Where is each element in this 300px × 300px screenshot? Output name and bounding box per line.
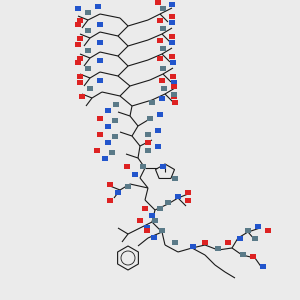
FancyBboxPatch shape (169, 2, 175, 7)
FancyBboxPatch shape (137, 218, 143, 223)
FancyBboxPatch shape (171, 92, 177, 97)
FancyBboxPatch shape (140, 164, 146, 169)
FancyBboxPatch shape (97, 116, 103, 121)
FancyBboxPatch shape (87, 85, 93, 91)
FancyBboxPatch shape (157, 38, 163, 43)
FancyBboxPatch shape (265, 227, 271, 232)
FancyBboxPatch shape (157, 56, 163, 61)
FancyBboxPatch shape (125, 184, 131, 188)
FancyBboxPatch shape (151, 235, 157, 239)
FancyBboxPatch shape (237, 236, 243, 241)
FancyBboxPatch shape (95, 4, 101, 8)
FancyBboxPatch shape (190, 244, 196, 248)
FancyBboxPatch shape (155, 128, 161, 133)
FancyBboxPatch shape (105, 107, 111, 112)
FancyBboxPatch shape (157, 206, 163, 211)
FancyBboxPatch shape (145, 148, 151, 152)
FancyBboxPatch shape (152, 218, 158, 223)
FancyBboxPatch shape (155, 143, 161, 148)
FancyBboxPatch shape (159, 227, 165, 232)
FancyBboxPatch shape (160, 46, 166, 50)
FancyBboxPatch shape (160, 26, 166, 31)
FancyBboxPatch shape (160, 164, 166, 169)
FancyBboxPatch shape (252, 236, 258, 241)
FancyBboxPatch shape (85, 10, 91, 14)
FancyBboxPatch shape (170, 59, 176, 64)
FancyBboxPatch shape (79, 94, 85, 98)
FancyBboxPatch shape (124, 164, 130, 169)
FancyBboxPatch shape (157, 112, 163, 116)
FancyBboxPatch shape (77, 80, 83, 85)
FancyBboxPatch shape (172, 176, 178, 181)
FancyBboxPatch shape (215, 245, 221, 250)
FancyBboxPatch shape (94, 148, 100, 152)
FancyBboxPatch shape (109, 149, 115, 154)
FancyBboxPatch shape (144, 224, 150, 230)
FancyBboxPatch shape (149, 100, 155, 104)
FancyBboxPatch shape (85, 28, 91, 32)
FancyBboxPatch shape (97, 131, 103, 136)
FancyBboxPatch shape (245, 227, 251, 232)
FancyBboxPatch shape (171, 83, 177, 88)
FancyBboxPatch shape (113, 101, 119, 106)
FancyBboxPatch shape (97, 58, 103, 62)
FancyBboxPatch shape (202, 239, 208, 244)
FancyBboxPatch shape (145, 131, 151, 136)
FancyBboxPatch shape (171, 80, 177, 85)
FancyBboxPatch shape (250, 254, 256, 259)
FancyBboxPatch shape (75, 22, 81, 26)
FancyBboxPatch shape (159, 95, 165, 101)
FancyBboxPatch shape (145, 140, 151, 145)
FancyBboxPatch shape (165, 200, 171, 205)
FancyBboxPatch shape (77, 56, 83, 61)
FancyBboxPatch shape (160, 5, 166, 10)
FancyBboxPatch shape (97, 77, 103, 83)
FancyBboxPatch shape (169, 40, 175, 44)
FancyBboxPatch shape (169, 53, 175, 58)
FancyBboxPatch shape (169, 34, 175, 38)
FancyBboxPatch shape (75, 5, 81, 10)
FancyBboxPatch shape (77, 74, 83, 79)
FancyBboxPatch shape (107, 197, 113, 202)
FancyBboxPatch shape (169, 20, 175, 25)
FancyBboxPatch shape (172, 100, 178, 104)
FancyBboxPatch shape (97, 22, 103, 26)
FancyBboxPatch shape (132, 172, 138, 176)
FancyBboxPatch shape (157, 17, 163, 22)
FancyBboxPatch shape (77, 35, 83, 40)
FancyBboxPatch shape (77, 17, 83, 22)
FancyBboxPatch shape (172, 239, 178, 244)
FancyBboxPatch shape (144, 227, 150, 232)
FancyBboxPatch shape (170, 74, 176, 79)
FancyBboxPatch shape (149, 212, 155, 217)
FancyBboxPatch shape (160, 65, 166, 70)
FancyBboxPatch shape (105, 140, 111, 145)
FancyBboxPatch shape (159, 77, 165, 83)
FancyBboxPatch shape (255, 224, 261, 229)
FancyBboxPatch shape (225, 239, 231, 244)
FancyBboxPatch shape (185, 190, 191, 194)
FancyBboxPatch shape (240, 251, 246, 256)
FancyBboxPatch shape (107, 182, 113, 187)
FancyBboxPatch shape (171, 94, 177, 98)
FancyBboxPatch shape (260, 263, 266, 268)
FancyBboxPatch shape (85, 65, 91, 70)
FancyBboxPatch shape (85, 47, 91, 52)
FancyBboxPatch shape (161, 85, 167, 91)
FancyBboxPatch shape (147, 116, 153, 121)
FancyBboxPatch shape (115, 190, 121, 194)
FancyBboxPatch shape (75, 41, 81, 46)
FancyBboxPatch shape (97, 40, 103, 44)
FancyBboxPatch shape (155, 0, 161, 4)
FancyBboxPatch shape (169, 14, 175, 19)
FancyBboxPatch shape (75, 59, 81, 64)
FancyBboxPatch shape (112, 134, 118, 139)
FancyBboxPatch shape (175, 194, 181, 199)
FancyBboxPatch shape (102, 155, 108, 160)
FancyBboxPatch shape (142, 206, 148, 211)
FancyBboxPatch shape (185, 197, 191, 202)
FancyBboxPatch shape (112, 118, 118, 122)
FancyBboxPatch shape (105, 124, 111, 128)
